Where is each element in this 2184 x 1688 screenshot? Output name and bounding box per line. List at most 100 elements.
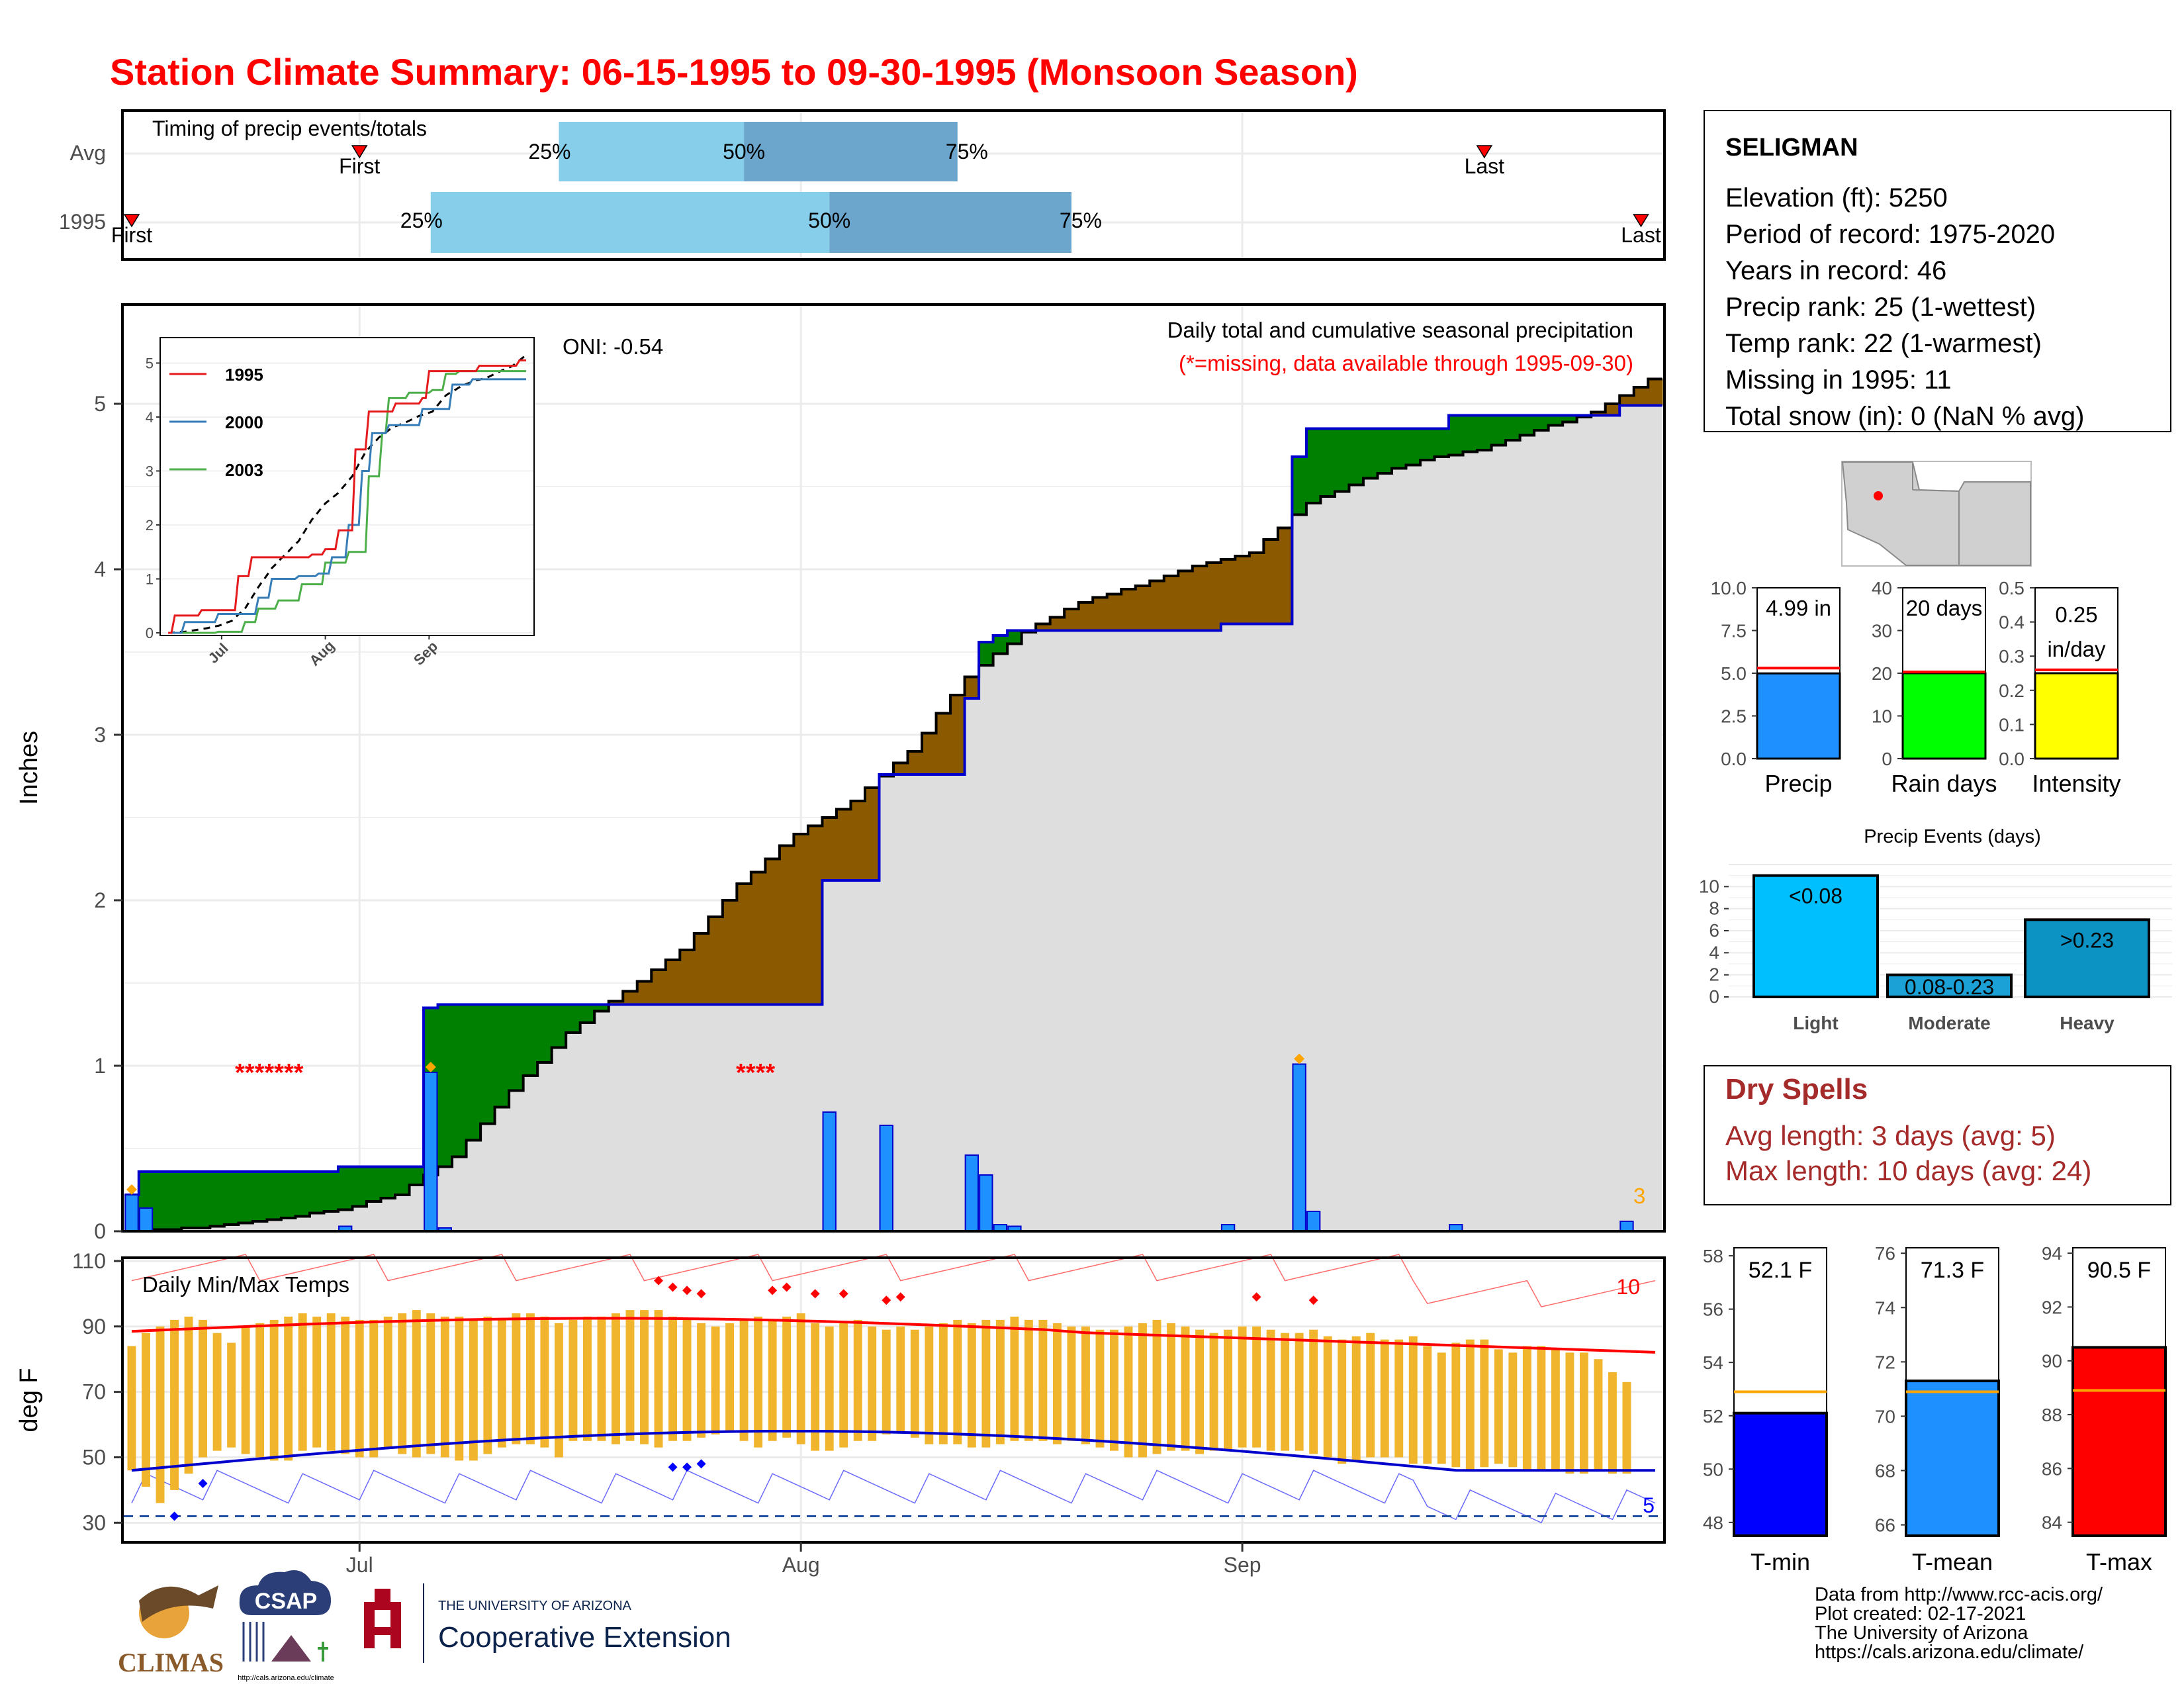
temp-min-count: 5: [1643, 1493, 1655, 1517]
daily-temp-range-bar: [697, 1323, 706, 1438]
daily-precip-bar: [822, 1111, 837, 1232]
above-avg-fill: [594, 1004, 610, 1011]
events-title: Precip Events (days): [1864, 826, 2041, 847]
below-avg-fill: [1263, 539, 1279, 624]
daily-temp-range-bar: [1366, 1333, 1375, 1458]
footer-line-1: Data from http://www.rcc-acis.org/: [1815, 1584, 2103, 1605]
daily-temp-range-bar: [1423, 1346, 1432, 1464]
daily-temp-range-bar: [227, 1342, 236, 1448]
temp-series: [124, 1254, 1663, 1524]
daily-temp-range-bar: [1594, 1359, 1603, 1471]
temp-bar-label: T-max: [2086, 1548, 2152, 1575]
record-high-marker: [654, 1276, 664, 1286]
temp-bar-value-label: 52.1 F: [1749, 1258, 1812, 1283]
below-avg-fill: [1121, 589, 1136, 631]
daily-temp-range-bar: [725, 1323, 735, 1431]
daily-temp-range-bar: [811, 1323, 820, 1451]
daily-temp-range-bar: [896, 1326, 905, 1431]
below-avg-fill: [864, 788, 880, 880]
avg-min-temp-line: [131, 1429, 1655, 1472]
daily-temp-range-bar: [212, 1333, 222, 1451]
missing-marks-1: *******: [235, 1059, 304, 1087]
timing-avg-bar-early: [559, 122, 745, 181]
mini-bar-tick: 30: [1872, 621, 1892, 641]
above-avg-fill: [1363, 428, 1379, 479]
daily-temp-range-bar: [1024, 1319, 1033, 1441]
daily-temp-range-bar: [953, 1319, 962, 1444]
daily-precip-bar: [1619, 1221, 1634, 1232]
above-avg-fill: [409, 1166, 424, 1185]
below-avg-fill: [1163, 576, 1179, 631]
month-tick: Sep: [1224, 1553, 1261, 1577]
timing-1995-bar-late: [829, 192, 1071, 253]
temp-grid: [124, 1259, 1663, 1541]
temp-bar-tick: 94: [2042, 1243, 2062, 1264]
daily-temp-range-bar: [1167, 1323, 1175, 1451]
record-high-marker: [696, 1289, 706, 1299]
oni-value: ONI: -0.54: [563, 334, 663, 359]
daily-temp-range-bar: [938, 1323, 948, 1444]
daily-temp-range-bar: [1095, 1329, 1105, 1448]
dry-avg-length: Avg length: 3 days (avg: 5): [1725, 1120, 2056, 1151]
daily-precip-bar: [124, 1194, 139, 1232]
below-avg-fill: [1078, 602, 1093, 631]
inset-legend: 1995 2000 2003: [169, 365, 263, 480]
events-tick: 8: [1709, 898, 1719, 919]
above-avg-fill: [580, 1004, 596, 1023]
inset-y-tick: 1: [146, 571, 154, 587]
record-marker: [126, 1184, 137, 1195]
temp-bar-tick: 74: [1875, 1297, 1895, 1318]
above-avg-fill: [466, 1004, 481, 1141]
below-avg-fill: [722, 900, 738, 1005]
temp-bar-value: [1905, 1380, 2000, 1538]
temp-bar-tick: 58: [1703, 1246, 1723, 1266]
precip-y-tick: 4: [94, 557, 106, 581]
record-marker: [1294, 1053, 1305, 1064]
above-avg-fill: [1320, 428, 1336, 496]
events-bar: [2024, 918, 2150, 999]
temp-bar-value: [2071, 1346, 2167, 1537]
daily-temp-range-bar: [882, 1329, 891, 1434]
temp-bar-tick: 88: [2042, 1405, 2062, 1425]
below-avg-fill: [637, 981, 653, 1005]
month-axis: Jul Aug Sep: [346, 1542, 1261, 1577]
temp-y-tick: 90: [82, 1315, 106, 1338]
above-avg-fill: [181, 1172, 197, 1228]
above-avg-fill: [480, 1004, 496, 1124]
daily-temp-range-bar: [512, 1313, 521, 1444]
timing-title: Timing of precip events/totals: [152, 117, 427, 140]
below-avg-fill: [922, 733, 937, 774]
daily-temp-range-bar: [1351, 1336, 1361, 1461]
daily-temp-range-bar: [1408, 1336, 1418, 1464]
daily-temp-range-bar: [369, 1319, 379, 1458]
events-tick: 0: [1709, 986, 1719, 1007]
above-avg-fill: [238, 1172, 253, 1223]
daily-temp-range-bar: [1494, 1349, 1503, 1464]
above-avg-fill: [366, 1166, 382, 1201]
csap-bars-icon: [242, 1622, 265, 1662]
inset-series-line: [168, 378, 526, 634]
below-avg-fill: [1605, 404, 1621, 416]
daily-temp-range-bar: [156, 1326, 165, 1503]
above-avg-fill: [1420, 428, 1435, 460]
daily-temp-range-bar: [284, 1316, 293, 1461]
below-avg-fill: [850, 801, 866, 880]
below-avg-fill: [751, 872, 766, 1005]
inset-y-tick: 2: [146, 517, 154, 534]
above-avg-fill: [1477, 415, 1492, 450]
daily-temp-range-bar: [868, 1326, 877, 1441]
daily-temp-range-bar: [554, 1323, 563, 1458]
above-avg-fill: [395, 1166, 410, 1195]
daily-precip-bar: [138, 1207, 154, 1232]
below-avg-fill: [907, 751, 923, 774]
precip-y-tick: 2: [94, 888, 106, 912]
daily-temp-range-bar: [127, 1346, 136, 1471]
daily-temp-range-bar: [184, 1316, 193, 1474]
below-avg-fill: [623, 991, 638, 1005]
below-avg-fill: [651, 970, 666, 1005]
daily-temp-range-bar: [383, 1316, 392, 1448]
precip-panel: 0 1 2 3 4 5 Inches Daily total and cumulative…: [15, 303, 1666, 1243]
record-low-marker: [198, 1479, 208, 1489]
